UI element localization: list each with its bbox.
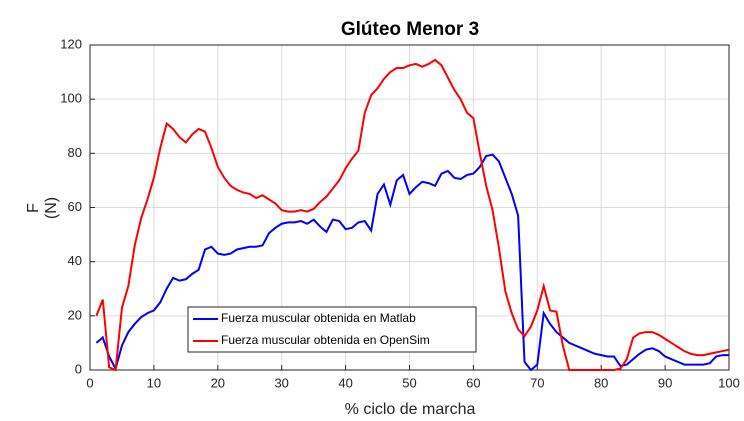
- plot-frame: [89, 44, 730, 371]
- legend-label: Fuerza muscular obtenida en OpenSim: [221, 333, 430, 347]
- x-tick-label: 70: [530, 375, 544, 390]
- y-tick-label: 120: [60, 36, 82, 51]
- x-tick-label: 0: [86, 375, 93, 390]
- x-tick-label: 40: [338, 375, 352, 390]
- y-tick-label: 80: [68, 145, 82, 160]
- legend-box: [187, 306, 477, 353]
- x-tick-label: 90: [658, 375, 672, 390]
- y-tick-label: 40: [68, 253, 82, 268]
- y-tick-label: 60: [68, 199, 82, 214]
- x-axis-label: % ciclo de marcha: [345, 401, 476, 418]
- x-tick-label: 50: [402, 375, 416, 390]
- x-tick-label: 30: [274, 375, 288, 390]
- x-tick-label: 60: [466, 375, 480, 390]
- x-tick-label: 100: [718, 375, 740, 390]
- y-tick-label: 20: [68, 307, 82, 322]
- x-tick-label: 10: [147, 375, 161, 390]
- x-tick-label: 80: [594, 375, 608, 390]
- x-tick-label: 20: [211, 375, 225, 390]
- y-tick-label: 100: [60, 91, 82, 106]
- y-axis-label: (N): [43, 197, 60, 219]
- legend-label: Fuerza muscular obtenida en Matlab: [221, 311, 416, 325]
- chart-title: Glúteo Menor 3: [341, 19, 479, 40]
- y-axis-label: F: [25, 203, 42, 213]
- data-line: [95, 58, 730, 372]
- y-tick-label: 0: [75, 361, 82, 376]
